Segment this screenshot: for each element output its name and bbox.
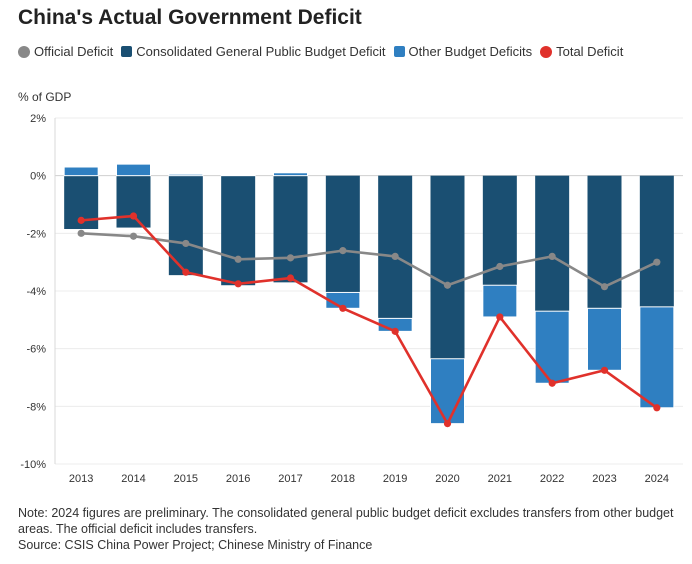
legend: Official Deficit Consolidated General Pu… (18, 44, 631, 59)
bar-consolidated-deficit (535, 175, 570, 312)
point-official-deficit (129, 232, 138, 240)
point-official-deficit (77, 229, 85, 237)
x-tick-label: 2021 (488, 473, 512, 485)
x-tick-label: 2018 (331, 473, 355, 485)
x-tick-label: 2013 (69, 473, 93, 485)
point-official-deficit (496, 262, 504, 271)
point-official-deficit (391, 252, 399, 260)
y-tick-label: -2% (26, 228, 46, 240)
legend-item-official-deficit: Official Deficit (18, 44, 113, 59)
x-tick-label: 2020 (435, 473, 459, 485)
point-official-deficit (653, 258, 661, 266)
bar-other-budget-deficits (220, 174, 256, 177)
x-tick-label: 2022 (540, 473, 564, 485)
point-total-deficit (286, 274, 295, 282)
bar-other-budget-deficits (430, 358, 465, 425)
bar-other-budget-deficits (534, 310, 570, 384)
bar-other-budget-deficits (639, 306, 675, 409)
point-total-deficit (600, 366, 609, 374)
point-total-deficit (391, 327, 399, 335)
y-tick-label: -4% (26, 286, 46, 298)
legend-label-other-budget-deficits: Other Budget Deficits (408, 44, 533, 59)
legend-label-official-deficit: Official Deficit (34, 44, 114, 59)
y-tick-label: 2% (30, 113, 46, 125)
point-total-deficit (129, 212, 138, 220)
bar-other-budget-deficits (482, 284, 518, 318)
chart-plot: 2% 0% -2% -4% -6% -8% -10% 2013 2014 2015 2016 2017… (20, 113, 683, 485)
point-official-deficit (548, 252, 556, 260)
bar-consolidated-deficit (221, 175, 256, 286)
legend-item-total-deficit: Total Deficit (540, 44, 623, 59)
x-tick-label: 2015 (174, 473, 198, 485)
point-total-deficit (548, 379, 556, 387)
legend-swatch-other-budget-deficits (393, 46, 405, 57)
x-tick-label: 2024 (645, 473, 669, 485)
legend-item-other-budget-deficits: Other Budget Deficits (393, 44, 533, 59)
point-total-deficit (443, 420, 452, 428)
line-total-deficit (81, 214, 658, 425)
source-text: Source: CSIS China Power Project; Chines… (18, 538, 373, 552)
notes: Note: 2024 figures are preliminary. The … (18, 505, 678, 553)
y-tick-label: -10% (20, 459, 46, 471)
y-tick-label: -8% (26, 401, 46, 413)
point-official-deficit (443, 281, 452, 289)
point-total-deficit (653, 404, 661, 412)
point-total-deficit (182, 268, 190, 276)
point-total-deficit (77, 216, 85, 224)
legend-swatch-consolidated-deficit (121, 46, 133, 57)
y-axis-unit-label: % of GDP (18, 90, 72, 104)
chart-title: China's Actual Government Deficit (18, 6, 362, 29)
legend-swatch-official-deficit (18, 45, 30, 58)
bar-other-budget-deficits (587, 307, 622, 371)
point-official-deficit (182, 239, 190, 248)
legend-label-total-deficit: Total Deficit (556, 44, 624, 59)
bar-consolidated-deficit (378, 175, 413, 319)
point-official-deficit (339, 247, 347, 255)
bar-consolidated-deficit (325, 175, 360, 293)
bar-other-budget-deficits (63, 166, 99, 177)
x-tick-label: 2014 (121, 473, 145, 485)
bar-consolidated-deficit (116, 175, 151, 228)
note-text: Note: 2024 figures are preliminary. The … (18, 506, 674, 536)
bar-other-budget-deficits (168, 173, 204, 177)
x-tick-label: 2017 (278, 473, 302, 485)
bar-other-budget-deficits (116, 163, 151, 177)
point-official-deficit (286, 254, 295, 262)
legend-swatch-total-deficit (540, 45, 553, 58)
x-tick-label: 2019 (383, 473, 407, 485)
bar-consolidated-deficit (430, 175, 465, 359)
bar-other-budget-deficits (273, 172, 308, 177)
y-tick-label: 0% (30, 171, 46, 183)
bar-consolidated-deficit (273, 175, 308, 283)
line-official-deficit (81, 232, 658, 288)
point-official-deficit (600, 283, 609, 291)
y-tick-label: -6% (26, 344, 46, 356)
legend-label-consolidated-deficit: Consolidated General Public Budget Defic… (136, 44, 386, 59)
x-tick-label: 2016 (226, 473, 250, 485)
point-official-deficit (234, 255, 242, 263)
bar-consolidated-deficit (639, 175, 674, 307)
legend-item-consolidated-deficit: Consolidated General Public Budget Defic… (121, 44, 386, 59)
point-total-deficit (496, 313, 504, 321)
point-total-deficit (234, 280, 242, 288)
point-total-deficit (339, 304, 347, 312)
x-tick-label: 2023 (592, 473, 616, 485)
